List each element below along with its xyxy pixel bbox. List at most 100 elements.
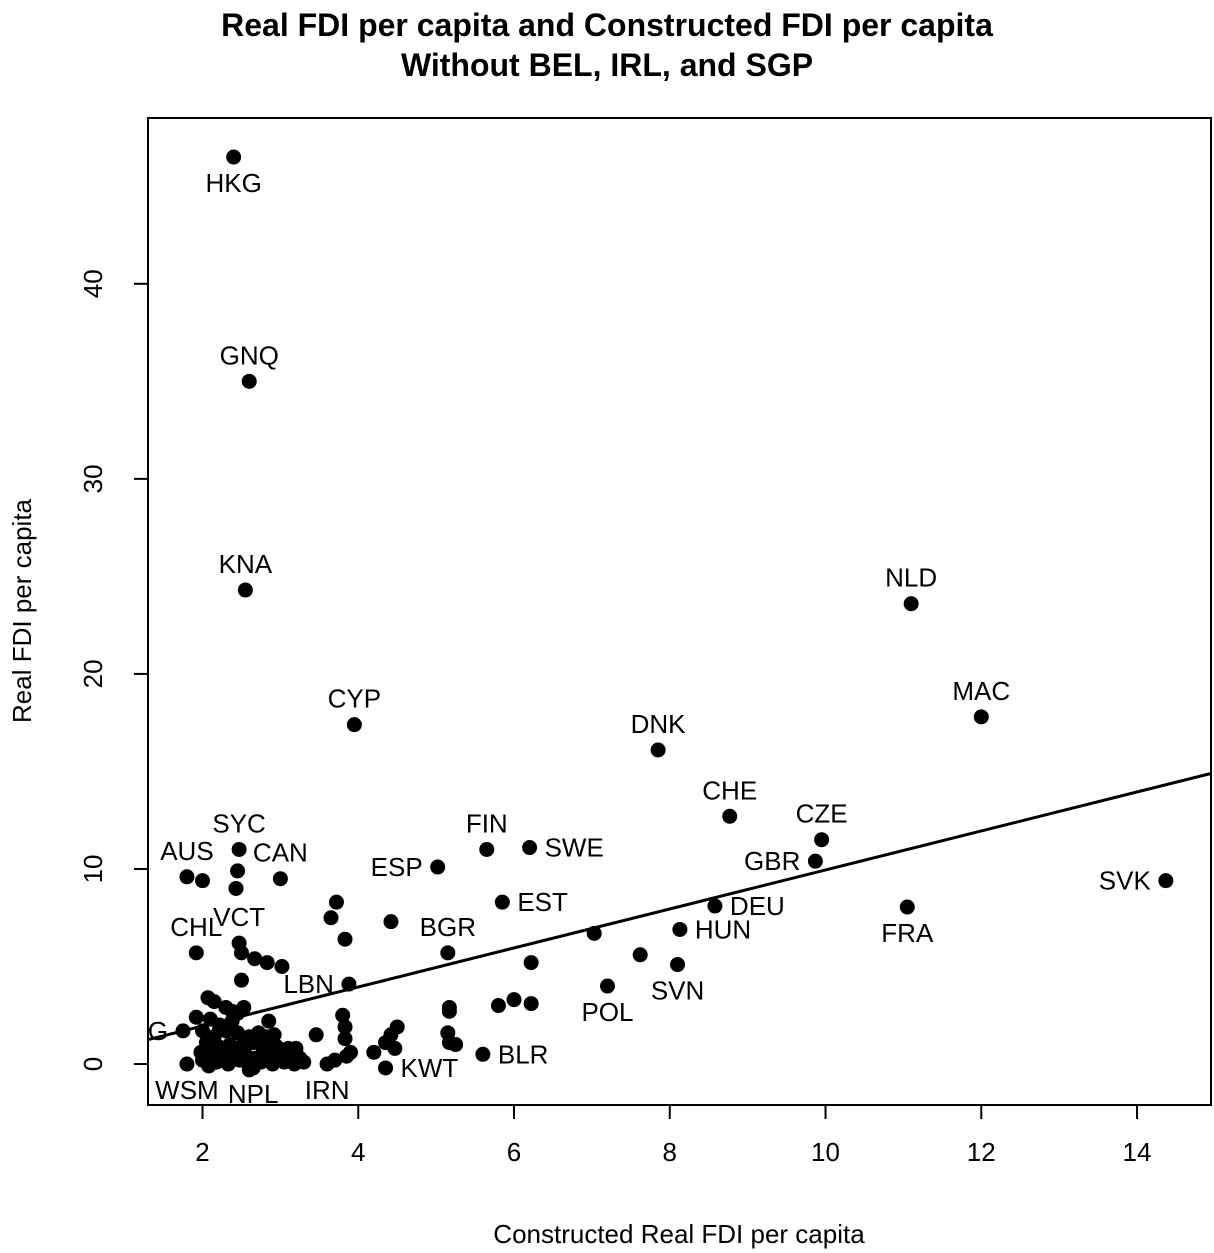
point-label-svk: SVK	[1099, 866, 1152, 896]
point-label-cze: CZE	[796, 799, 848, 829]
data-point-pol	[599, 978, 615, 994]
y-axis: 0 10 20 30 40	[78, 269, 148, 1071]
points-group	[175, 149, 1174, 1078]
data-point	[206, 994, 222, 1010]
point-label-wsm: WSM	[155, 1075, 219, 1105]
x-tick-label: 12	[967, 1137, 996, 1167]
data-point-est	[494, 894, 510, 910]
x-axis: 2 4 6 8 10 12 14	[195, 1105, 1151, 1167]
data-point-irn	[319, 1056, 335, 1072]
data-point-fra	[899, 899, 915, 915]
data-point	[387, 1040, 403, 1056]
x-tick-label: 10	[811, 1137, 840, 1167]
data-point	[261, 1013, 277, 1029]
data-point	[337, 1031, 353, 1047]
point-label-hkg: HKG	[205, 168, 261, 198]
data-point-aus	[179, 869, 195, 885]
point-label-blr: BLR	[498, 1039, 549, 1069]
data-point	[490, 998, 506, 1014]
data-point-npl	[245, 1060, 261, 1076]
data-point	[632, 947, 648, 963]
point-label-kwt: KWT	[401, 1053, 459, 1083]
y-tick-label: 10	[78, 855, 108, 884]
data-point	[274, 959, 290, 975]
data-point	[268, 1038, 284, 1054]
data-point-che	[722, 808, 738, 824]
data-point	[337, 1019, 353, 1035]
data-point-vct	[231, 935, 247, 951]
data-point-esp	[430, 859, 446, 875]
data-point	[366, 1044, 382, 1060]
point-label-fra: FRA	[881, 918, 934, 948]
data-point-dnk	[650, 742, 666, 758]
data-point-hun	[672, 921, 688, 937]
point-label-hun: HUN	[695, 914, 751, 944]
point-labels-group: HKG GNQ KNA NLD MAC CYP DNK CHE CZE SYC FIN SWE GBR E…	[112, 168, 1152, 1109]
data-point	[448, 1037, 464, 1053]
data-point-nld	[903, 596, 919, 612]
point-label-arg: ARG	[112, 1016, 168, 1046]
data-point	[383, 914, 399, 930]
point-label-dnk: DNK	[631, 709, 687, 739]
data-point	[339, 1048, 355, 1064]
data-point-kna	[237, 582, 253, 598]
data-point	[337, 931, 353, 947]
data-point	[195, 1023, 211, 1039]
data-point	[328, 894, 344, 910]
data-point	[228, 880, 244, 896]
point-label-che: CHE	[702, 775, 757, 805]
fit-line-group	[148, 771, 1211, 1042]
point-label-kna: KNA	[219, 549, 273, 579]
data-point	[323, 910, 339, 926]
data-point-gbr	[807, 853, 823, 869]
point-label-irn: IRN	[305, 1075, 350, 1105]
data-point	[265, 1056, 281, 1072]
data-point-deu	[707, 898, 723, 914]
data-point	[441, 1003, 457, 1019]
data-point-fin	[479, 841, 495, 857]
point-label-svn: SVN	[651, 976, 704, 1006]
data-point	[247, 951, 263, 967]
data-point	[335, 1007, 351, 1023]
fit-line	[148, 771, 1211, 1042]
data-point	[233, 972, 249, 988]
data-point-svn	[670, 957, 686, 973]
data-point-can	[272, 871, 288, 887]
data-point	[308, 1027, 324, 1043]
chart-title: Real FDI per capita and Constructed FDI …	[221, 7, 993, 43]
point-label-can: CAN	[253, 838, 308, 868]
data-point-lbn	[341, 976, 357, 992]
data-point	[586, 925, 602, 941]
data-point	[224, 1013, 240, 1029]
data-point-gnq	[241, 373, 257, 389]
point-label-fin: FIN	[466, 808, 508, 838]
point-label-lbn: LBN	[283, 969, 334, 999]
data-point-kwt	[378, 1060, 394, 1076]
point-label-cyp: CYP	[328, 684, 381, 714]
data-point	[523, 996, 539, 1012]
data-point	[266, 1027, 282, 1043]
data-point-blr	[475, 1046, 491, 1062]
data-point	[389, 1019, 405, 1035]
point-label-pol: POL	[581, 997, 633, 1027]
data-point-hkg	[226, 149, 242, 165]
data-point	[259, 955, 275, 971]
point-label-gnq: GNQ	[220, 340, 279, 370]
point-label-gbr: GBR	[744, 846, 800, 876]
data-point-chl	[188, 945, 204, 961]
point-label-vct: VCT	[213, 902, 265, 932]
data-point	[201, 1058, 217, 1074]
data-point-bgr	[440, 945, 456, 961]
y-tick-label: 30	[78, 464, 108, 493]
point-label-nld: NLD	[885, 563, 937, 593]
data-point-cze	[814, 832, 830, 848]
point-label-npl: NPL	[228, 1079, 279, 1109]
x-tick-label: 8	[663, 1137, 677, 1167]
data-point	[212, 1021, 228, 1037]
x-tick-label: 14	[1123, 1137, 1152, 1167]
point-label-syc: SYC	[212, 808, 265, 838]
data-point	[230, 1025, 246, 1041]
data-point-wsm	[179, 1056, 195, 1072]
y-tick-label: 40	[78, 269, 108, 298]
